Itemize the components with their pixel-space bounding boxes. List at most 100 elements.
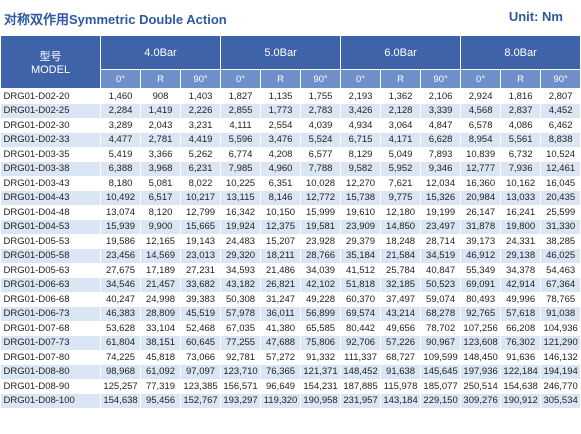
torque-cell: 92,781: [220, 350, 262, 365]
torque-cell: 95,456: [140, 393, 181, 408]
torque-cell: 35,184: [340, 248, 382, 263]
torque-cell: 309,276: [460, 393, 502, 408]
torque-cell: 57,618: [500, 306, 542, 321]
torque-cell: 13,033: [500, 190, 542, 205]
angle-header: 90°: [300, 69, 342, 89]
angle-header: 0°: [220, 69, 262, 89]
torque-cell: 68,727: [380, 350, 422, 365]
table-row: DRG01-D07-80 74,225 45,818 73,066 92,781 57,2…: [0, 350, 581, 365]
torque-cell: 50,308: [220, 292, 262, 307]
torque-cell: 78,702: [420, 321, 462, 336]
torque-cell: 4,568: [460, 103, 502, 118]
torque-cell: 8,129: [340, 147, 382, 162]
angle-header: 0°: [340, 69, 382, 89]
torque-cell: 76,302: [500, 335, 542, 350]
torque-cell: 55,349: [460, 263, 502, 278]
torque-cell: 7,893: [420, 147, 462, 162]
torque-cell: 15,939: [100, 219, 141, 234]
torque-cell: 40,247: [100, 292, 141, 307]
torque-cell: 2,226: [180, 103, 222, 118]
table-row: DRG01-D02-25 2,284 1,419 2,226 2,855 1,773 2,7…: [0, 103, 581, 118]
torque-cell: 6,732: [500, 147, 542, 162]
torque-cell: 146,132: [540, 350, 581, 365]
torque-cell: 10,492: [100, 190, 141, 205]
torque-cell: 1,135: [260, 88, 302, 104]
torque-cell: 1,362: [380, 88, 422, 104]
torque-cell: 57,272: [260, 350, 302, 365]
torque-cell: 29,379: [340, 234, 382, 249]
model-cell: DRG01-D06-63: [0, 277, 101, 292]
angle-header: 0°: [100, 69, 141, 89]
torque-cell: 2,837: [500, 103, 542, 118]
torque-cell: 18,211: [260, 248, 302, 263]
model-cell: DRG01-D05-53: [0, 234, 101, 249]
torque-cell: 20,984: [460, 190, 502, 205]
torque-cell: 69,091: [460, 277, 502, 292]
table-row: DRG01-D02-20 1,460 908 1,403 1,827 1,135 1,755…: [0, 88, 581, 104]
torque-cell: 109,599: [420, 350, 462, 365]
torque-cell: 67,035: [220, 321, 262, 336]
torque-cell: 4,477: [100, 132, 141, 147]
torque-cell: 6,774: [220, 147, 262, 162]
torque-cell: 111,337: [340, 350, 382, 365]
torque-cell: 154,638: [100, 393, 141, 408]
torque-cell: 107,256: [460, 321, 502, 336]
torque-cell: 2,924: [460, 88, 502, 104]
torque-cell: 2,855: [220, 103, 262, 118]
model-cell: DRG01-D04-43: [0, 190, 101, 205]
torque-cell: 23,909: [340, 219, 382, 234]
torque-cell: 12,180: [380, 205, 422, 220]
torque-cell: 24,331: [500, 234, 542, 249]
torque-cell: 4,452: [540, 103, 581, 118]
torque-cell: 7,936: [500, 161, 542, 176]
torque-cell: 6,577: [300, 147, 342, 162]
torque-cell: 145,645: [420, 364, 462, 379]
torque-cell: 197,936: [460, 364, 502, 379]
torque-cell: 154,231: [300, 379, 342, 394]
torque-cell: 98,968: [100, 364, 141, 379]
torque-cell: 31,247: [260, 292, 302, 307]
torque-cell: 24,998: [140, 292, 181, 307]
torque-cell: 8,954: [460, 132, 502, 147]
torque-cell: 41,512: [340, 263, 382, 278]
torque-cell: 15,738: [340, 190, 382, 205]
torque-cell: 73,066: [180, 350, 222, 365]
torque-cell: 91,332: [300, 350, 342, 365]
torque-cell: 19,800: [500, 219, 542, 234]
model-cell: DRG01-D02-20: [0, 88, 101, 104]
torque-cell: 34,039: [300, 263, 342, 278]
torque-cell: 28,766: [300, 248, 342, 263]
torque-cell: 41,380: [260, 321, 302, 336]
torque-cell: 10,225: [220, 176, 262, 191]
angle-header: 0°: [460, 69, 502, 89]
model-cell: DRG01-D02-30: [0, 118, 101, 133]
torque-cell: 21,486: [260, 263, 302, 278]
torque-cell: 193,297: [220, 393, 262, 408]
torque-cell: 229,150: [420, 393, 462, 408]
torque-cell: 104,936: [540, 321, 581, 336]
torque-cell: 190,912: [500, 393, 542, 408]
title: 对称双作用Symmetric Double Action: [4, 12, 227, 27]
torque-cell: 39,383: [180, 292, 222, 307]
torque-cell: 43,214: [380, 306, 422, 321]
torque-cell: 49,996: [500, 292, 542, 307]
torque-cell: 12,461: [540, 161, 581, 176]
torque-cell: 121,371: [300, 364, 342, 379]
torque-cell: 33,104: [140, 321, 181, 336]
torque-cell: 60,645: [180, 335, 222, 350]
torque-cell: 26,821: [260, 277, 302, 292]
torque-cell: 80,493: [460, 292, 502, 307]
torque-cell: 121,290: [540, 335, 581, 350]
header-row: 型号 MODEL 4.0Bar 5.0Bar 6.0Bar 8.0Bar: [0, 35, 581, 89]
pressure-header: 5.0Bar: [220, 35, 342, 70]
torque-cell: 16,241: [500, 205, 542, 220]
torque-cell: 38,151: [140, 335, 181, 350]
unit: Unit: Nm: [508, 9, 563, 24]
torque-cell: 38,285: [540, 234, 581, 249]
torque-cell: 20,435: [540, 190, 581, 205]
angle-header: 90°: [420, 69, 462, 89]
table-row: DRG01-D07-68 53,628 33,104 52,468 67,035 41,3…: [0, 321, 581, 336]
torque-cell: 61,804: [100, 335, 141, 350]
torque-cell: 19,143: [180, 234, 222, 249]
torque-cell: 18,248: [380, 234, 422, 249]
